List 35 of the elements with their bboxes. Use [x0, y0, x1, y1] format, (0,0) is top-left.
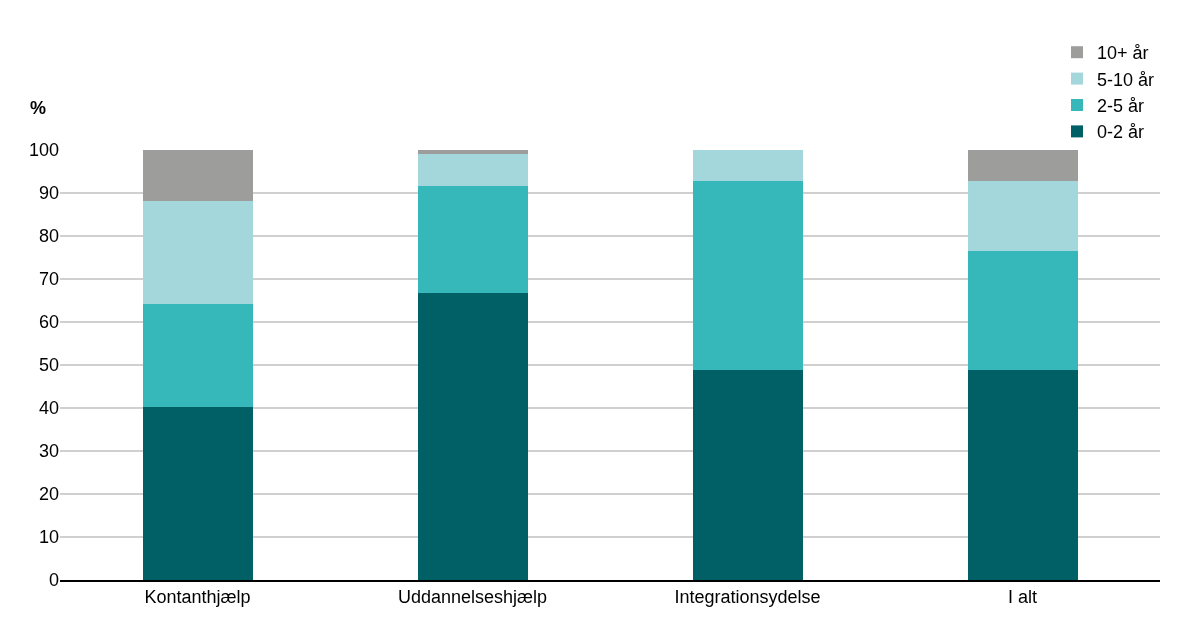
y-tick-label: 20 [38, 484, 59, 505]
bar [692, 180, 803, 370]
legend-label: 5-10 år [1097, 69, 1155, 90]
bar [967, 251, 1078, 370]
y-tick-label: 50 [38, 355, 59, 376]
bar [142, 407, 253, 580]
y-tick-label: 100 [28, 140, 59, 161]
bar [142, 200, 253, 304]
x-tick-label: Integrationsydelse [674, 587, 821, 608]
bar [692, 369, 803, 580]
y-tick-label: 80 [38, 226, 59, 247]
bar [967, 369, 1078, 580]
x-tick-label: Kontanthjælp [144, 587, 251, 608]
y-tick-label: 90 [38, 183, 59, 204]
bar [417, 185, 528, 294]
x-tick-label: I alt [1007, 587, 1038, 608]
legend-label: 0-2 år [1097, 122, 1145, 143]
x-tick-label: Uddannelseshjælp [397, 587, 548, 608]
legend-label: 10+ år [1097, 43, 1149, 64]
y-tick-label: 0 [48, 570, 59, 591]
bar [417, 153, 528, 186]
bar [417, 293, 528, 580]
bar [142, 150, 253, 201]
y-tick-label: 10 [38, 527, 59, 548]
bar [967, 180, 1078, 252]
legend-label: 2-5 år [1097, 96, 1145, 117]
bar [142, 303, 253, 408]
y-tick-label: 40 [38, 398, 59, 419]
bar [692, 150, 803, 181]
bar [967, 150, 1078, 181]
y-tick-label: 30 [38, 441, 59, 462]
bar [417, 150, 528, 154]
y-axis-title: % [30, 98, 47, 118]
y-tick-label: 70 [38, 269, 59, 290]
y-tick-label: 60 [38, 312, 59, 333]
